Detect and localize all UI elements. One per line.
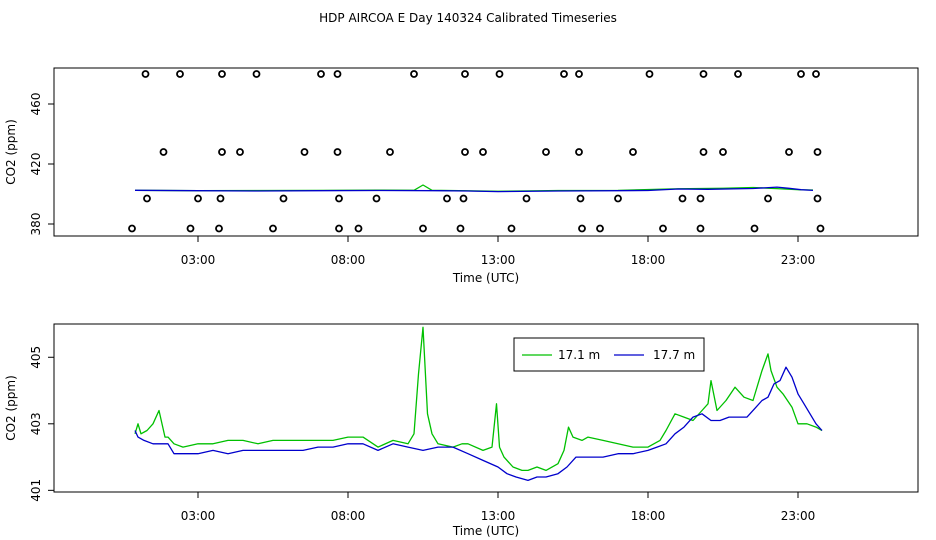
top-data-point [333, 70, 342, 78]
top-data-point [218, 70, 226, 78]
top-y-tick-label: 380 [29, 213, 43, 236]
legend: 17.1 m 17.7 m [513, 337, 705, 372]
top-data-point [479, 148, 487, 156]
bottom-x-tick-label: 13:00 [481, 509, 516, 523]
top-series-layer [128, 70, 825, 233]
top-data-point [269, 224, 277, 233]
top-data-point [443, 194, 451, 203]
top-data-point [576, 194, 585, 203]
top-data-point [461, 70, 469, 78]
top-y-axis: 380 420 460 [29, 93, 54, 236]
bottom-y-tick-label: 401 [29, 479, 43, 502]
top-data-point [614, 194, 622, 203]
bottom-x-tick-label: 18:00 [631, 509, 666, 523]
top-data-point [141, 70, 150, 78]
top-data-point [216, 194, 225, 203]
top-data-point [128, 224, 136, 233]
bottom-x-axis: 03:00 08:00 13:00 18:00 23:00 [181, 492, 816, 523]
top-data-point [461, 148, 469, 156]
top-data-point [699, 70, 708, 78]
top-data-point [699, 148, 708, 156]
bottom-x-tick-label: 08:00 [331, 509, 366, 523]
bottom-series-layer [134, 326, 823, 482]
top-data-point [734, 70, 742, 78]
top-y-tick-label: 420 [29, 153, 43, 176]
top-data-point [279, 194, 288, 203]
top-data-point [575, 148, 583, 156]
top-data-point [696, 194, 705, 203]
top-data-point [596, 224, 604, 233]
top-data-point [578, 224, 586, 233]
top-data-point [317, 70, 325, 78]
bottom-chart: 401 403 405 03:00 08:00 13:00 18:00 23:00 Time… [4, 323, 919, 538]
top-data-point [495, 70, 504, 78]
top-data-point [542, 148, 550, 156]
top-data-point [816, 224, 825, 233]
legend-label-17-7m: 17.7 m [653, 348, 695, 362]
top-data-point [629, 148, 637, 156]
top-x-axis: 03:00 08:00 13:00 18:00 23:00 [181, 236, 816, 267]
top-data-point [354, 224, 363, 233]
bottom-series-line-0 [134, 326, 823, 472]
top-data-point [176, 70, 184, 78]
top-data-point [560, 70, 568, 78]
top-data-point [522, 194, 531, 203]
top-data-point [333, 148, 342, 156]
top-data-point [813, 194, 822, 203]
top-data-point [372, 194, 381, 203]
top-data-point [813, 148, 822, 156]
top-y-tick-label: 460 [29, 93, 43, 116]
bottom-y-tick-label: 405 [29, 346, 43, 369]
top-data-point [645, 70, 654, 78]
bottom-plot-frame [53, 323, 919, 493]
top-data-point [456, 224, 465, 233]
top-data-point [659, 224, 667, 233]
top-x-tick-label: 23:00 [781, 253, 816, 267]
top-data-point [215, 224, 223, 233]
top-data-point [159, 148, 168, 156]
top-data-point [335, 194, 343, 203]
top-data-point [764, 194, 772, 203]
top-data-point [678, 194, 687, 203]
top-data-point [750, 224, 759, 233]
legend-label-17-1m: 17.1 m [558, 348, 600, 362]
bottom-y-tick-label: 403 [29, 412, 43, 435]
top-data-point [143, 194, 151, 203]
top-data-point [300, 148, 309, 156]
bottom-x-axis-label: Time (UTC) [452, 524, 519, 538]
bottom-x-tick-label: 03:00 [181, 509, 216, 523]
top-data-point [386, 148, 394, 156]
top-data-point [696, 224, 705, 233]
top-data-point [419, 224, 427, 233]
top-data-point [194, 194, 202, 203]
top-plot-frame [53, 67, 919, 237]
bottom-x-tick-label: 23:00 [781, 509, 816, 523]
top-data-point [459, 194, 468, 203]
top-data-point [335, 224, 343, 233]
top-data-point [186, 224, 195, 233]
top-y-axis-label: CO2 (ppm) [4, 119, 18, 185]
top-data-point [812, 70, 820, 78]
top-data-point [410, 70, 418, 78]
figure-title: HDP AIRCOA E Day 140324 Calibrated Times… [319, 11, 617, 25]
top-data-point [218, 148, 226, 156]
top-chart: 380 420 460 03:00 08:00 13:00 18:00 23:00 Time… [4, 67, 919, 285]
top-x-tick-label: 08:00 [331, 253, 366, 267]
bottom-y-axis-label: CO2 (ppm) [4, 375, 18, 441]
top-x-tick-label: 03:00 [181, 253, 216, 267]
bottom-y-axis: 401 403 405 [29, 346, 54, 502]
top-data-point [797, 70, 805, 78]
top-data-point [575, 70, 583, 78]
bottom-series-line-1 [134, 366, 823, 482]
top-series-line-1 [134, 186, 814, 193]
top-data-point [719, 148, 727, 156]
top-x-axis-label: Time (UTC) [452, 271, 519, 285]
top-data-point [507, 224, 516, 233]
top-data-point [252, 70, 261, 78]
top-x-tick-label: 18:00 [631, 253, 666, 267]
top-data-point [785, 148, 793, 156]
top-x-tick-label: 13:00 [481, 253, 516, 267]
top-data-point [236, 148, 244, 156]
